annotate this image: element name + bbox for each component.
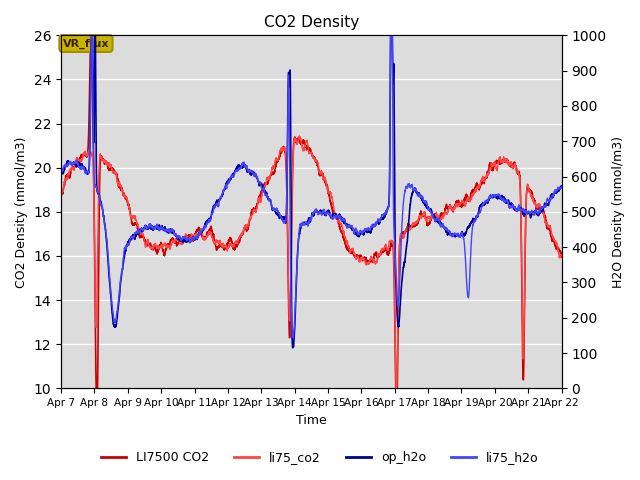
- X-axis label: Time: Time: [296, 414, 326, 427]
- Text: VR_flux: VR_flux: [63, 38, 109, 48]
- Title: CO2 Density: CO2 Density: [264, 15, 359, 30]
- Y-axis label: CO2 Density (mmol/m3): CO2 Density (mmol/m3): [15, 136, 28, 288]
- Y-axis label: H2O Density (mmol/m3): H2O Density (mmol/m3): [612, 136, 625, 288]
- Legend: LI7500 CO2, li75_co2, op_h2o, li75_h2o: LI7500 CO2, li75_co2, op_h2o, li75_h2o: [96, 446, 544, 469]
